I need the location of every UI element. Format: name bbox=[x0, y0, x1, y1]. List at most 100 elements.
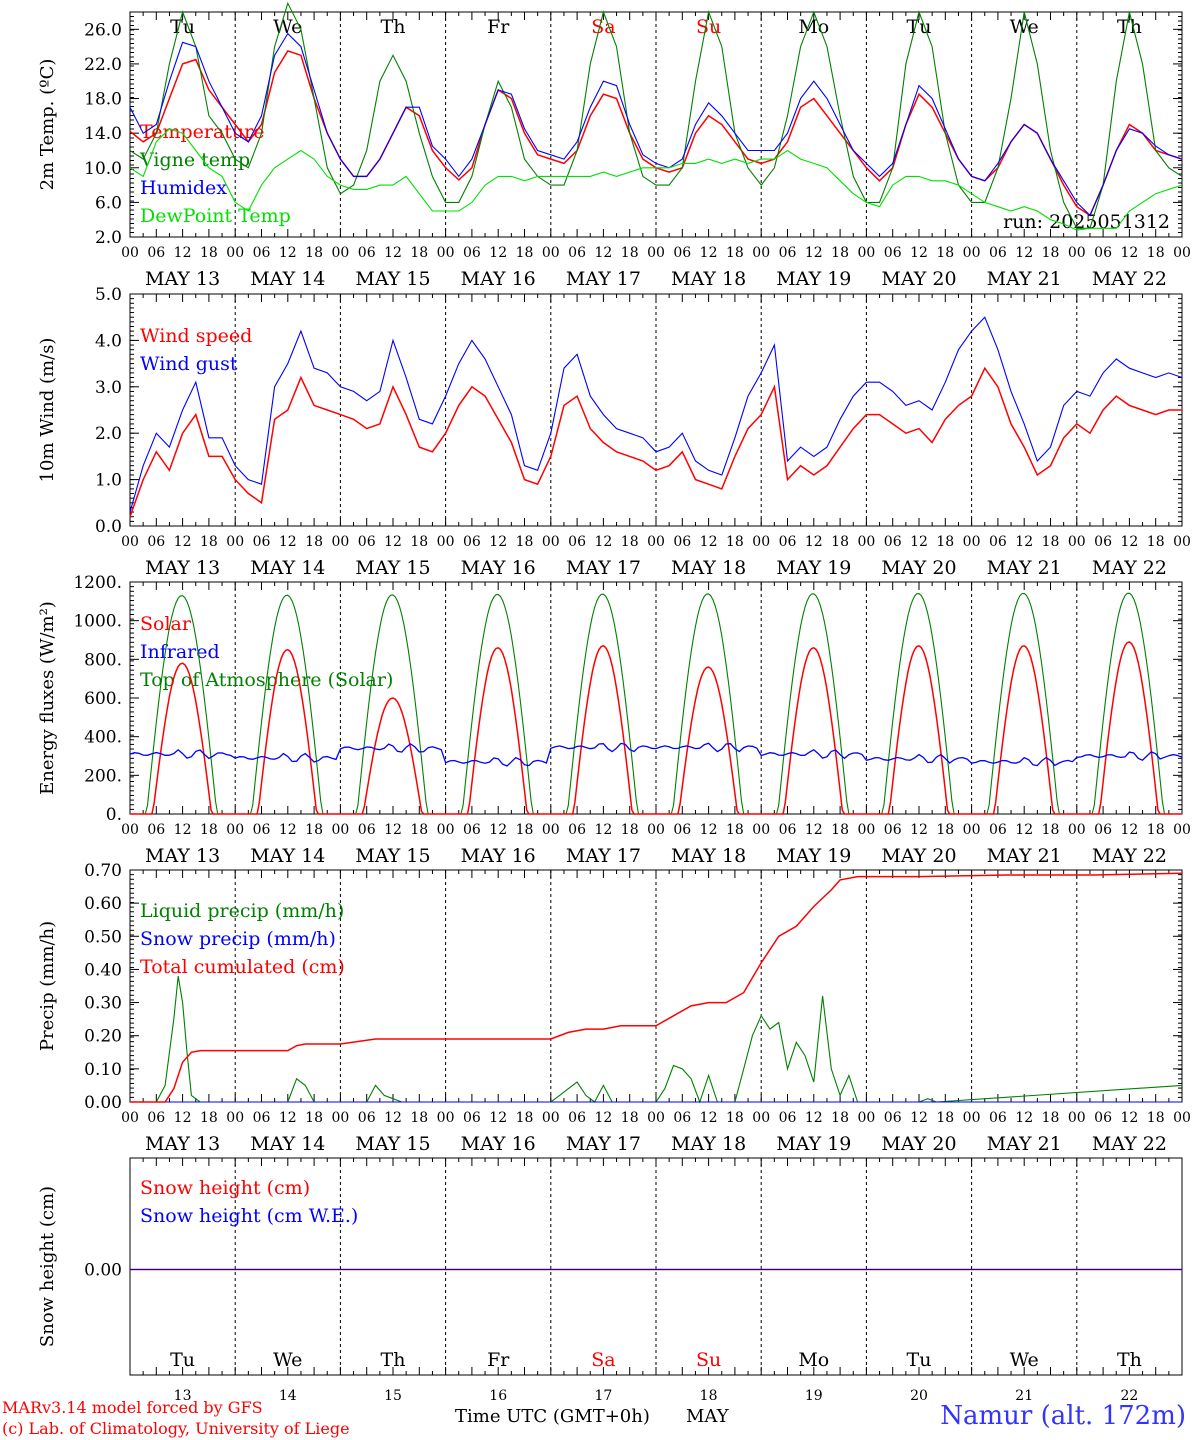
series-line bbox=[129, 316, 1183, 513]
y-tick-label: 0.00 bbox=[84, 1261, 122, 1281]
hour-tick-label: 12 bbox=[805, 534, 823, 550]
legend-entry: Temperature bbox=[140, 121, 264, 143]
date-label: MAY 14 bbox=[250, 1133, 325, 1155]
hour-tick-label: 06 bbox=[463, 822, 481, 838]
date-label: MAY 21 bbox=[987, 845, 1062, 867]
hour-tick-label: 12 bbox=[1015, 245, 1033, 261]
hour-tick-label: 18 bbox=[200, 1110, 218, 1126]
hour-tick-label: 06 bbox=[884, 1110, 902, 1126]
hour-tick-label: 00 bbox=[647, 822, 665, 838]
hour-tick-label: 00 bbox=[437, 1110, 455, 1126]
hour-tick-label: 12 bbox=[594, 822, 612, 838]
date-label: MAY 17 bbox=[566, 845, 641, 867]
hour-tick-label: 12 bbox=[594, 245, 612, 261]
hour-tick-label: 12 bbox=[1015, 1110, 1033, 1126]
hour-tick-label: 18 bbox=[1147, 534, 1165, 550]
weekday-label: Th bbox=[381, 16, 406, 38]
hour-tick-label: 18 bbox=[726, 822, 744, 838]
hour-tick-label: 06 bbox=[884, 822, 902, 838]
hour-tick-label: 00 bbox=[857, 245, 875, 261]
hour-tick-label: 06 bbox=[253, 534, 271, 550]
hour-tick-label: 00 bbox=[1068, 534, 1086, 550]
hour-tick-label: 06 bbox=[989, 245, 1007, 261]
date-label: MAY 21 bbox=[987, 1133, 1062, 1155]
legend-entry: Liquid precip (mm/h) bbox=[140, 900, 344, 922]
y-tick-label: 800. bbox=[84, 650, 122, 670]
hour-tick-label: 00 bbox=[647, 245, 665, 261]
hour-tick-label: 18 bbox=[305, 245, 323, 261]
day-number-label: 21 bbox=[1015, 1388, 1033, 1404]
date-label: MAY 18 bbox=[671, 268, 746, 290]
date-label: MAY 19 bbox=[776, 845, 851, 867]
hour-tick-label: 12 bbox=[1015, 534, 1033, 550]
hour-tick-label: 06 bbox=[463, 245, 481, 261]
date-label: MAY 20 bbox=[881, 1133, 956, 1155]
weekday-label: Sa bbox=[591, 1349, 615, 1371]
hour-tick-label: 12 bbox=[700, 245, 718, 261]
y-tick-label: 0.00 bbox=[84, 1093, 122, 1113]
day-number-label: 16 bbox=[489, 1388, 507, 1404]
weekday-label: We bbox=[1010, 1349, 1039, 1371]
y-axis-title: Precip (mm/h) bbox=[37, 921, 58, 1051]
date-label: MAY 21 bbox=[987, 268, 1062, 290]
y-tick-label: 3.0 bbox=[95, 378, 122, 398]
y-tick-label: 2.0 bbox=[95, 228, 122, 248]
date-label: MAY 18 bbox=[671, 557, 746, 579]
hour-tick-label: 00 bbox=[857, 1110, 875, 1126]
day-number-label: 14 bbox=[279, 1388, 297, 1404]
date-label: MAY 15 bbox=[355, 268, 430, 290]
hour-tick-label: 12 bbox=[279, 534, 297, 550]
hour-tick-label: 18 bbox=[726, 245, 744, 261]
hour-tick-label: 06 bbox=[568, 822, 586, 838]
legend-entry: Wind speed bbox=[140, 325, 252, 347]
day-number-label: 18 bbox=[700, 1388, 718, 1404]
hour-tick-label: 18 bbox=[621, 245, 639, 261]
y-tick-label: 1200. bbox=[73, 573, 122, 593]
hour-tick-label: 06 bbox=[358, 822, 376, 838]
date-label: MAY 13 bbox=[145, 845, 220, 867]
date-label: MAY 14 bbox=[250, 557, 325, 579]
hour-tick-label: 06 bbox=[147, 1110, 165, 1126]
date-label: MAY 20 bbox=[881, 268, 956, 290]
hour-tick-label: 06 bbox=[779, 245, 797, 261]
hour-tick-label: 06 bbox=[568, 1110, 586, 1126]
hour-tick-label: 06 bbox=[779, 822, 797, 838]
hour-tick-label: 18 bbox=[516, 534, 534, 550]
hour-tick-label: 06 bbox=[253, 1110, 271, 1126]
y-tick-label: 2.0 bbox=[95, 424, 122, 444]
day-number-label: 17 bbox=[594, 1388, 612, 1404]
weekday-label: We bbox=[1010, 16, 1039, 38]
hour-tick-label: 00 bbox=[542, 822, 560, 838]
date-label: MAY 16 bbox=[461, 268, 536, 290]
hour-tick-label: 06 bbox=[884, 534, 902, 550]
hour-tick-label: 12 bbox=[1015, 822, 1033, 838]
hour-tick-label: 12 bbox=[174, 534, 192, 550]
footer-model-text: MARv3.14 model forced by GFS bbox=[2, 1398, 263, 1417]
hour-tick-label: 00 bbox=[963, 1110, 981, 1126]
hour-tick-label: 12 bbox=[594, 1110, 612, 1126]
hour-tick-label: 06 bbox=[253, 822, 271, 838]
y-tick-label: 26.0 bbox=[84, 20, 122, 40]
hour-tick-label: 00 bbox=[857, 534, 875, 550]
hour-tick-label: 06 bbox=[989, 1110, 1007, 1126]
weekday-label: Th bbox=[1117, 16, 1142, 38]
y-tick-label: 10.0 bbox=[84, 159, 122, 179]
hour-tick-label: 12 bbox=[805, 245, 823, 261]
hour-tick-label: 18 bbox=[831, 1110, 849, 1126]
hour-tick-label: 18 bbox=[516, 822, 534, 838]
y-tick-label: 6.0 bbox=[95, 193, 122, 213]
legend-entry: Snow height (cm W.E.) bbox=[140, 1205, 358, 1227]
hour-tick-label: 18 bbox=[410, 245, 428, 261]
hour-tick-label: 06 bbox=[147, 534, 165, 550]
weekday-label: We bbox=[273, 16, 302, 38]
hour-tick-label: 12 bbox=[279, 822, 297, 838]
y-tick-label: 0.70 bbox=[84, 861, 122, 881]
hour-tick-label: 12 bbox=[1120, 245, 1138, 261]
legend-entry: Vigne temp bbox=[139, 149, 250, 171]
date-label: MAY 13 bbox=[145, 557, 220, 579]
date-label: MAY 14 bbox=[250, 845, 325, 867]
day-number-label: 20 bbox=[910, 1388, 928, 1404]
y-tick-label: 5.0 bbox=[95, 285, 122, 305]
date-label: MAY 15 bbox=[355, 845, 430, 867]
